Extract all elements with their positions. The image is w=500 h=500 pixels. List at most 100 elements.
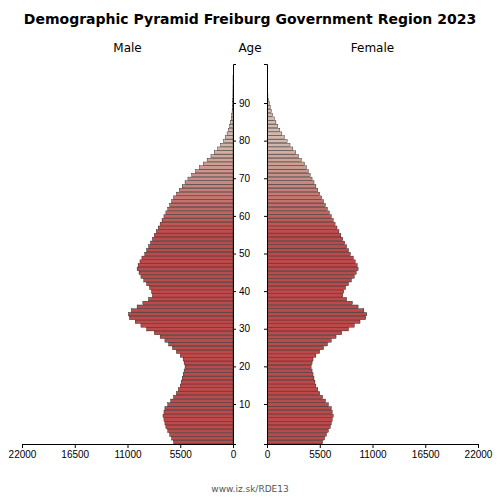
bar bbox=[267, 331, 342, 334]
tick: 80 bbox=[233, 135, 251, 146]
bar bbox=[267, 143, 290, 146]
bar bbox=[184, 361, 233, 364]
tick-label: 30 bbox=[239, 323, 251, 334]
bar bbox=[223, 139, 233, 142]
bar bbox=[267, 313, 367, 316]
bar bbox=[267, 335, 336, 338]
bar bbox=[267, 158, 302, 161]
bar bbox=[267, 151, 296, 154]
tick-mark bbox=[128, 444, 129, 448]
bar bbox=[168, 403, 233, 406]
bar bbox=[233, 64, 234, 67]
bar bbox=[267, 422, 331, 425]
bar bbox=[137, 305, 233, 308]
bar bbox=[233, 72, 234, 75]
tick-mark bbox=[264, 329, 267, 330]
bar bbox=[171, 399, 233, 402]
bar bbox=[154, 331, 233, 334]
axis-line bbox=[234, 65, 237, 445]
tick: 60 bbox=[233, 211, 251, 222]
bar bbox=[267, 369, 312, 372]
tick-mark bbox=[233, 291, 236, 292]
bar bbox=[173, 346, 233, 349]
tick: 0 bbox=[231, 444, 237, 460]
bar bbox=[214, 151, 233, 154]
bar bbox=[267, 346, 324, 349]
tick: 40 bbox=[233, 286, 251, 297]
tick: 11000 bbox=[359, 444, 387, 460]
bar bbox=[267, 222, 335, 225]
bar bbox=[230, 124, 233, 127]
bar bbox=[165, 407, 233, 410]
tick-label: 60 bbox=[239, 211, 251, 222]
tick bbox=[264, 103, 267, 104]
bar bbox=[267, 166, 306, 169]
bar bbox=[232, 91, 233, 94]
tick: 5500 bbox=[170, 444, 193, 460]
tick-mark bbox=[264, 404, 267, 405]
bar bbox=[164, 410, 233, 413]
axis-line bbox=[268, 445, 479, 449]
bar bbox=[170, 203, 233, 206]
tick: 11000 bbox=[114, 444, 142, 460]
bar bbox=[218, 147, 233, 150]
bar bbox=[231, 117, 233, 120]
bar bbox=[267, 185, 316, 188]
bar bbox=[139, 271, 233, 274]
bar bbox=[267, 376, 314, 379]
bar bbox=[267, 354, 316, 357]
tick-label: 16500 bbox=[61, 449, 89, 460]
bar bbox=[196, 170, 233, 173]
bar bbox=[135, 320, 233, 323]
bar bbox=[170, 433, 233, 436]
tick-label: 70 bbox=[239, 173, 251, 184]
bar bbox=[151, 241, 233, 244]
bar bbox=[211, 154, 233, 157]
bar bbox=[232, 113, 233, 116]
bar bbox=[152, 237, 233, 240]
bar bbox=[267, 136, 284, 139]
bar bbox=[267, 264, 357, 267]
bar bbox=[185, 365, 233, 368]
bar bbox=[267, 328, 349, 331]
bar bbox=[160, 335, 233, 338]
bar bbox=[160, 222, 233, 225]
bar bbox=[162, 218, 233, 221]
bar bbox=[267, 139, 287, 142]
tick-mark bbox=[264, 216, 267, 217]
tick: 5500 bbox=[309, 444, 332, 460]
tick: 10 bbox=[233, 399, 251, 410]
bar bbox=[129, 316, 233, 319]
tick-label: 5500 bbox=[170, 449, 193, 460]
tick-mark bbox=[233, 103, 236, 104]
tick: 0 bbox=[265, 444, 271, 460]
bar bbox=[267, 358, 313, 361]
bar bbox=[267, 249, 349, 252]
bar bbox=[267, 226, 337, 229]
bar bbox=[166, 211, 233, 214]
bar bbox=[227, 132, 233, 135]
bar bbox=[267, 207, 327, 210]
bar bbox=[141, 324, 233, 327]
tick bbox=[264, 329, 267, 330]
tick-mark bbox=[264, 366, 267, 367]
tick-mark bbox=[233, 254, 236, 255]
bar bbox=[147, 282, 233, 285]
bar bbox=[225, 136, 233, 139]
tick-label: 16500 bbox=[412, 449, 440, 460]
tick-mark bbox=[233, 178, 236, 179]
tick-label: 0 bbox=[231, 449, 237, 460]
bar bbox=[166, 425, 233, 428]
bar bbox=[267, 237, 343, 240]
title: Demographic Pyramid Freiburg Government … bbox=[24, 11, 476, 27]
bar bbox=[149, 245, 233, 248]
tick-label: 20 bbox=[239, 361, 251, 372]
bar bbox=[183, 373, 233, 376]
tick bbox=[264, 291, 267, 292]
tick-mark bbox=[233, 366, 236, 367]
bar bbox=[147, 249, 233, 252]
tick-mark bbox=[233, 329, 236, 330]
bar bbox=[267, 173, 310, 176]
bar bbox=[172, 200, 233, 203]
bar bbox=[182, 376, 233, 379]
